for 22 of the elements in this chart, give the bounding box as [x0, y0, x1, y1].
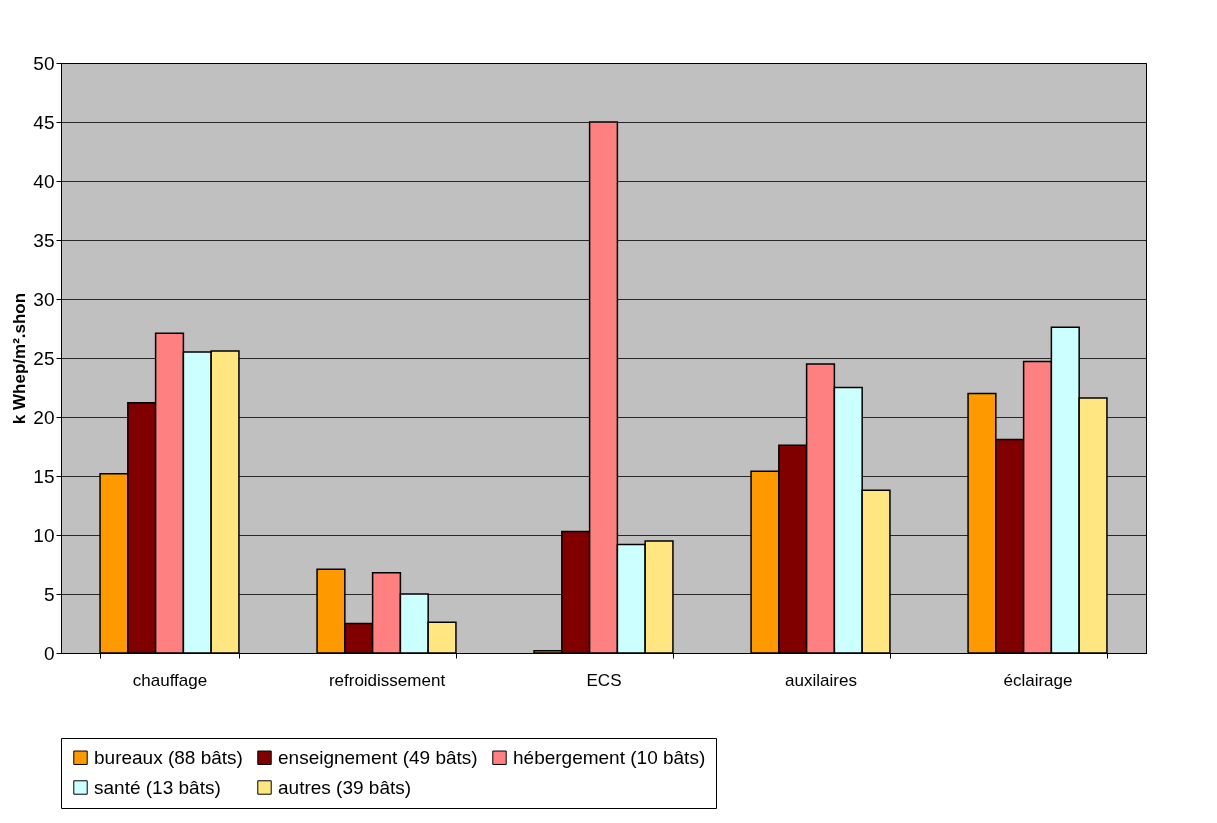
- y-tick-label: 25: [33, 347, 55, 369]
- y-tick-label: 0: [43, 642, 55, 664]
- y-axis-title: k Whep/m².shon: [10, 292, 30, 425]
- legend-label: bureaux (88 bâts): [94, 746, 243, 768]
- y-tick-label: 45: [33, 111, 55, 133]
- legend-label: autres (39 bâts): [278, 776, 412, 798]
- y-tick-label: 10: [33, 524, 55, 546]
- legend-label: hébergement (10 bâts): [513, 746, 706, 768]
- y-tick-label: 35: [33, 229, 55, 251]
- y-tick-label: 50: [33, 52, 55, 74]
- y-tick-label: 15: [33, 465, 55, 487]
- y-tick-label: 20: [33, 406, 55, 428]
- x-tick-label: éclairage: [1003, 670, 1073, 690]
- legend-label: santé (13 bâts): [94, 776, 221, 798]
- y-tick-label: 40: [33, 170, 55, 192]
- x-tick-label: refroidissement: [328, 670, 446, 690]
- legend-label: enseignement (49 bâts): [278, 746, 478, 768]
- x-tick-label: auxilaires: [785, 670, 857, 690]
- x-tick-label: chauffage: [132, 670, 208, 690]
- y-tick-label: 5: [43, 583, 55, 605]
- x-tick-label: ECS: [586, 670, 622, 690]
- y-tick-label: 30: [33, 288, 55, 310]
